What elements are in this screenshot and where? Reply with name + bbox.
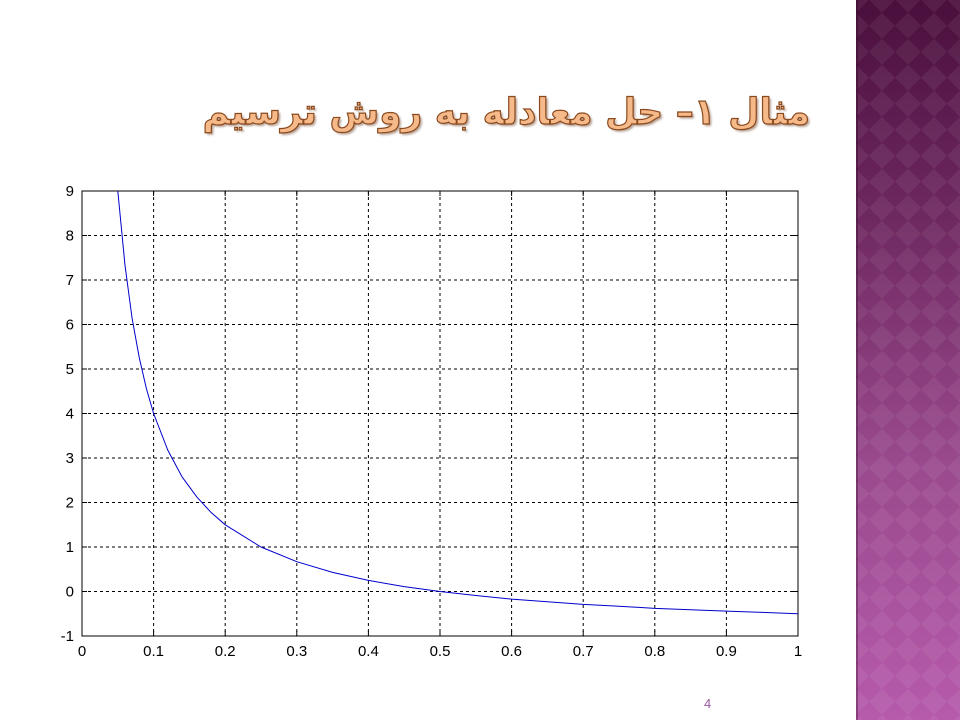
x-tick-label: 0.3 xyxy=(286,643,307,660)
axis-ticks xyxy=(81,190,799,637)
x-tick-label: 0.6 xyxy=(501,643,522,660)
x-tick-label: 0 xyxy=(78,643,86,660)
grid-lines xyxy=(82,191,798,636)
y-tick-label: 1 xyxy=(66,539,74,556)
x-tick-label: 0.8 xyxy=(644,643,665,660)
slide-title: مثال ۱– حل معادله به روش ترسیم xyxy=(202,91,811,133)
y-tick-label: 4 xyxy=(66,406,74,423)
y-tick-label: 3 xyxy=(66,450,74,467)
x-tick-label: 1 xyxy=(794,643,802,660)
decorative-side-band xyxy=(856,0,960,720)
y-tick-label: 2 xyxy=(66,495,74,512)
y-tick-label: 6 xyxy=(66,317,74,334)
y-tick-label: 7 xyxy=(66,272,74,289)
y-tick-label: -1 xyxy=(61,628,74,645)
x-tick-label: 0.4 xyxy=(358,643,379,660)
x-tick-label: 0.2 xyxy=(215,643,236,660)
y-tick-label: 9 xyxy=(66,183,74,200)
x-tick-label: 0.1 xyxy=(143,643,164,660)
x-tick-label: 0.5 xyxy=(430,643,451,660)
side-band-edge xyxy=(856,0,858,720)
page-number: 4 xyxy=(704,696,712,711)
y-tick-label: 5 xyxy=(66,361,74,378)
y-tick-label: 8 xyxy=(66,228,74,245)
x-axis-tick-labels: 0 0.1 0.2 0.3 0.4 0.5 0.6 0.7 0.8 0.9 1 xyxy=(78,643,802,660)
side-band-pattern xyxy=(856,0,960,720)
x-tick-label: 0.9 xyxy=(716,643,737,660)
series-line-curve xyxy=(117,190,799,615)
y-tick-label: 0 xyxy=(66,584,74,601)
x-tick-label: 0.7 xyxy=(573,643,594,660)
y-axis-tick-labels: -1 0 1 2 3 4 5 6 7 8 9 xyxy=(61,183,74,645)
